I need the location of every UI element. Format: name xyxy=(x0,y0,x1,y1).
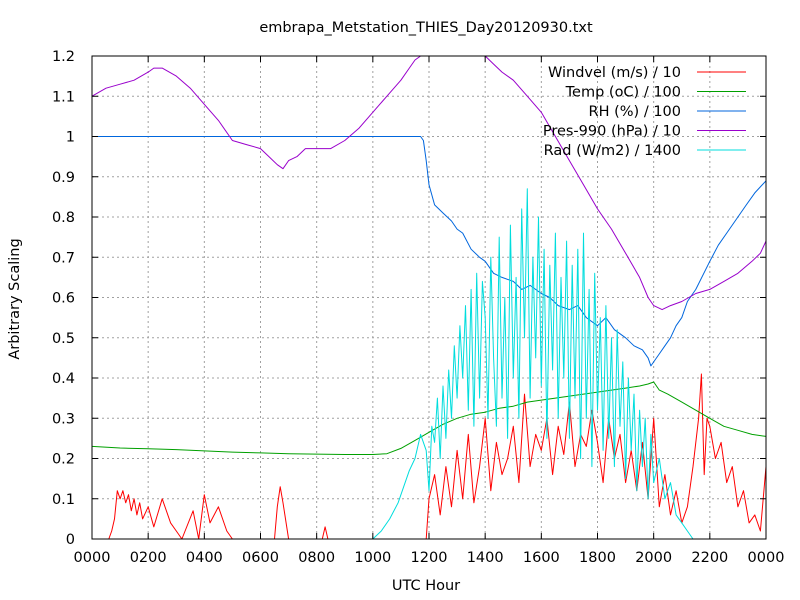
x-tick-label: 1800 xyxy=(579,550,616,566)
x-tick-label: 2000 xyxy=(635,550,672,566)
legend-label-2: RH (%) / 100 xyxy=(589,104,681,120)
y-tick-label: 1.1 xyxy=(52,89,75,105)
series-layer xyxy=(91,55,767,540)
legend-label-0: Windvel (m/s) / 10 xyxy=(548,65,681,81)
chart-title: embrapa_Metstation_THIES_Day20120930.txt xyxy=(259,20,593,36)
x-tick-label: 1600 xyxy=(523,550,560,566)
series-line-1 xyxy=(91,381,767,455)
x-tick-label: 1200 xyxy=(411,550,448,566)
y-tick-label: 0.8 xyxy=(52,210,75,226)
x-tick-label: 0800 xyxy=(298,550,335,566)
legend-label-4: Rad (W/m2) / 1400 xyxy=(544,143,681,159)
y-tick-label: 0.4 xyxy=(52,371,75,387)
y-tick-label: 0.9 xyxy=(52,170,75,186)
x-tick-label: 0200 xyxy=(130,550,167,566)
y-tick-label: 1 xyxy=(66,130,75,146)
x-tick-label: 0600 xyxy=(242,550,279,566)
series-line-4 xyxy=(92,188,766,540)
x-tick-label: 0400 xyxy=(186,550,223,566)
series-line-2 xyxy=(92,136,767,367)
x-tick-label: 1400 xyxy=(467,550,504,566)
y-axis-label: Arbitrary Scaling xyxy=(7,238,23,359)
x-tick-label: 1000 xyxy=(354,550,391,566)
legend-label-3: Pres-990 (hPa) / 10 xyxy=(543,124,681,140)
y-tick-label: 0.1 xyxy=(52,492,75,508)
y-tick-label: 1.2 xyxy=(52,49,75,65)
y-tick-label: 0.7 xyxy=(52,250,75,266)
ticks xyxy=(91,55,767,540)
y-tick-label: 0.6 xyxy=(52,291,75,307)
x-tick-label: 0000 xyxy=(74,550,111,566)
tick-labels: 0000 0200 0400 0600 0800 1000 1200 1400 1600 1800… xyxy=(52,49,785,566)
series-line-3 xyxy=(91,55,767,311)
legend: Windvel (m/s) / 10 Temp (oC) / 100 RH (%) … xyxy=(543,65,746,159)
x-tick-label: 0000 xyxy=(748,550,785,566)
x-tick-label: 2200 xyxy=(691,550,728,566)
x-axis-label: UTC Hour xyxy=(392,578,460,594)
legend-label-1: Temp (oC) / 100 xyxy=(565,85,681,101)
y-tick-label: 0.5 xyxy=(52,331,75,347)
y-tick-label: 0.2 xyxy=(52,452,75,468)
y-tick-label: 0 xyxy=(66,532,75,548)
y-tick-label: 0.3 xyxy=(52,411,75,427)
